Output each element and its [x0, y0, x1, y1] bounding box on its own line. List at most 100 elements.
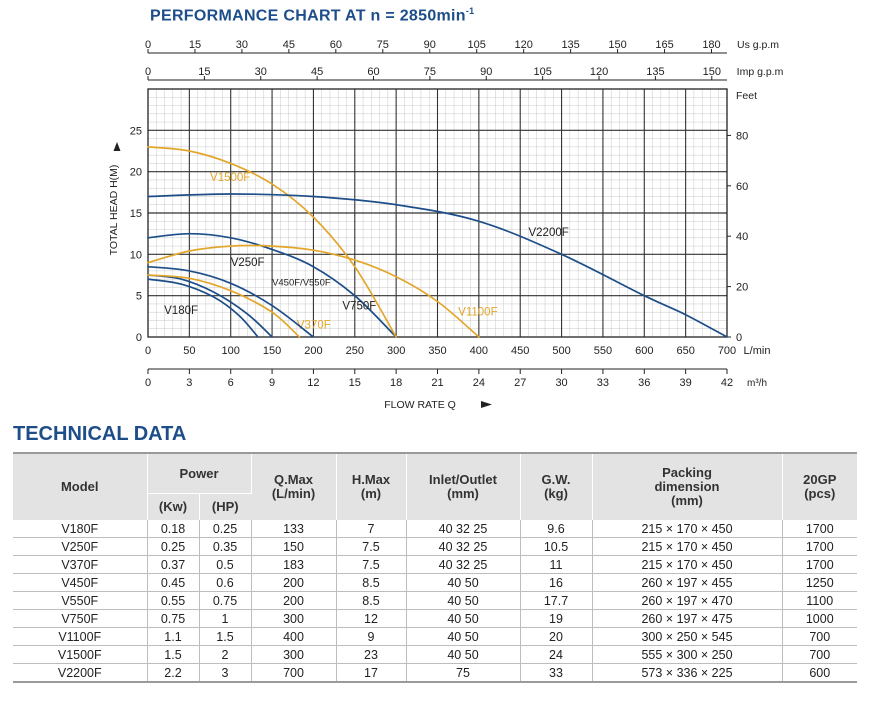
- imp-gpm-tick-label: 135: [646, 66, 664, 78]
- imp-gpm-tick-label: 105: [533, 66, 551, 78]
- header-hmax-unit: (m): [360, 486, 382, 501]
- curve-v750f: [147, 232, 397, 338]
- x-tick-label: 450: [511, 345, 529, 357]
- cell-model: V180F: [13, 520, 148, 538]
- us-gpm-unit-label: Us g.p.m: [737, 39, 779, 51]
- cell-hmax: 7.5: [336, 555, 407, 574]
- x-tick-label: 500: [552, 345, 570, 357]
- y-tick-label: 15: [130, 208, 142, 220]
- x-tick-label: 400: [470, 345, 488, 357]
- imp-gpm-tick-label: 30: [255, 66, 267, 78]
- header-model: Model: [13, 453, 148, 520]
- us-gpm-tick-label: 105: [468, 39, 486, 51]
- header-hmax-label: H.Max: [351, 472, 391, 487]
- header-inlet-outlet: Inlet/Outlet (mm): [406, 453, 521, 520]
- cell-inlet-outlet: 40 50: [406, 627, 521, 646]
- cell-hmax: 8.5: [336, 573, 407, 592]
- us-gpm-tick-label: 0: [145, 39, 151, 51]
- header-packing: Packing dimension (mm): [592, 453, 783, 520]
- m3h-unit-label: m³/h: [747, 378, 767, 389]
- cell-20gp: 1700: [782, 555, 857, 574]
- header-io-label: Inlet/Outlet: [429, 472, 497, 487]
- x-tick-label: 550: [594, 345, 612, 357]
- feet-unit-label: Feet: [736, 90, 757, 102]
- cell-packing-dimension: 215 × 170 × 450: [592, 537, 783, 556]
- x-tick-label: 300: [387, 345, 405, 357]
- us-gpm-tick-label: 150: [608, 39, 626, 51]
- feet-tick-label: 80: [736, 130, 748, 142]
- x-tick-label: 150: [263, 345, 281, 357]
- cell-power-hp: 0.35: [199, 537, 252, 556]
- curve-label-v250f: V250F: [231, 257, 265, 269]
- cell-packing-dimension: 215 × 170 × 450: [592, 555, 783, 574]
- cell-20gp: 700: [782, 627, 857, 646]
- curve-label-v750f: V750F: [342, 301, 376, 313]
- cell-inlet-outlet: 40 32 25: [406, 520, 521, 538]
- y-tick-label: 20: [130, 167, 142, 179]
- cell-gross-weight: 9.6: [520, 520, 593, 538]
- m3h-tick-label: 0: [145, 377, 151, 389]
- x-tick-label: 650: [676, 345, 694, 357]
- imp-gpm-tick-label: 0: [145, 66, 151, 78]
- x-tick-label: 50: [183, 345, 195, 357]
- plot-frame: [147, 88, 728, 338]
- cell-20gp: 1100: [782, 591, 857, 610]
- m3h-tick-label: 18: [390, 377, 402, 389]
- header-hp: (HP): [199, 493, 251, 520]
- cell-power-hp: 1: [199, 609, 252, 628]
- cell-packing-dimension: 555 × 300 × 250: [592, 645, 783, 664]
- table-row: V370F 0.37 0.5 183 7.5 40 32 25 11 215 × 170 × …: [13, 555, 857, 574]
- x-tick-label: 100: [222, 345, 240, 357]
- m3h-tick-label: 15: [349, 377, 361, 389]
- header-20gp: 20GP (pcs): [782, 453, 857, 520]
- curve-v180f: [147, 278, 259, 338]
- cell-power-hp: 2: [199, 645, 252, 664]
- header-power: Power: [147, 453, 252, 494]
- table-row: V2200F 2.2 3 700 17 75 33 573 × 336 × 225 600: [13, 663, 857, 683]
- cell-packing-dimension: 300 × 250 × 545: [592, 627, 783, 646]
- chart-title: PERFORMANCE CHART AT n = 2850min-1: [150, 6, 474, 25]
- cell-gross-weight: 19: [520, 609, 593, 628]
- table-row: V250F 0.25 0.35 150 7.5 40 32 25 10.5 215 × 170…: [13, 537, 857, 556]
- y-axis-arrow-icon: [113, 142, 121, 151]
- us-gpm-tick-label: 30: [236, 39, 248, 51]
- header-qmax: Q.Max (L/min): [251, 453, 337, 520]
- cell-model: V1100F: [13, 627, 148, 646]
- cell-inlet-outlet: 40 32 25: [406, 555, 521, 574]
- cell-qmax: 300: [251, 645, 337, 664]
- cell-gross-weight: 33: [520, 663, 593, 683]
- y-tick-label: 5: [136, 291, 142, 303]
- cell-gross-weight: 17.7: [520, 591, 593, 610]
- cell-power-kw: 0.37: [147, 555, 200, 574]
- y-axis-title: TOTAL HEAD H(M): [108, 165, 120, 256]
- curve-v370f: [147, 274, 301, 338]
- header-kw: (Kw): [147, 493, 200, 520]
- cell-20gp: 700: [782, 645, 857, 664]
- imp-gpm-tick-label: 150: [703, 66, 721, 78]
- us-gpm-tick-label: 75: [377, 39, 389, 51]
- us-gpm-tick-label: 60: [330, 39, 342, 51]
- x-unit-label: L/min: [744, 345, 771, 357]
- cell-inlet-outlet: 40 50: [406, 573, 521, 592]
- technical-data-title: TECHNICAL DATA: [13, 423, 187, 445]
- cell-qmax: 700: [251, 663, 337, 683]
- x-tick-label: 600: [635, 345, 653, 357]
- table-row: V1500F 1.5 2 300 23 40 50 24 555 × 300 × 250 700: [13, 645, 857, 664]
- cell-gross-weight: 20: [520, 627, 593, 646]
- cell-hmax: 8.5: [336, 591, 407, 610]
- cell-power-kw: 1.5: [147, 645, 200, 664]
- x-tick-label: 350: [428, 345, 446, 357]
- cell-power-hp: 1.5: [199, 627, 252, 646]
- cell-power-hp: 0.75: [199, 591, 252, 610]
- m3h-tick-label: 3: [186, 377, 192, 389]
- cell-qmax: 150: [251, 537, 337, 556]
- cell-gross-weight: 10.5: [520, 537, 593, 556]
- x-tick-label: 0: [145, 345, 151, 357]
- cell-inlet-outlet: 75: [406, 663, 521, 683]
- imp-gpm-tick-label: 60: [367, 66, 379, 78]
- cell-gross-weight: 24: [520, 645, 593, 664]
- header-pk-label-2: dimension: [654, 479, 720, 494]
- table-row: V180F 0.18 0.25 133 7 40 32 25 9.6 215 × 170 × …: [13, 520, 857, 538]
- feet-tick-label: 60: [736, 181, 748, 193]
- x-tick-label: 200: [304, 345, 322, 357]
